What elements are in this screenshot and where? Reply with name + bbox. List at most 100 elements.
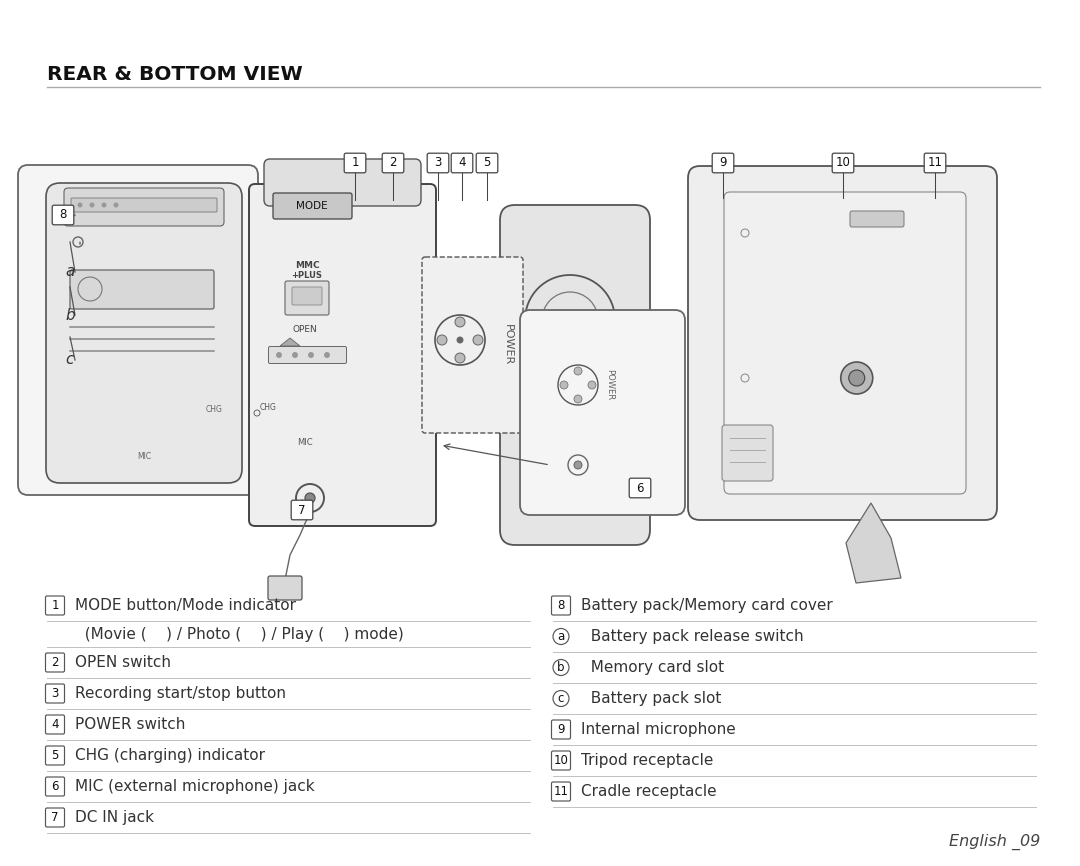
Text: 3: 3 bbox=[52, 687, 58, 700]
FancyBboxPatch shape bbox=[476, 153, 498, 173]
Text: Battery pack release switch: Battery pack release switch bbox=[581, 629, 804, 644]
Text: CHG: CHG bbox=[260, 403, 276, 412]
Text: 1: 1 bbox=[51, 599, 58, 612]
FancyBboxPatch shape bbox=[292, 287, 322, 305]
Text: REAR & BOTTOM VIEW: REAR & BOTTOM VIEW bbox=[48, 65, 302, 84]
FancyBboxPatch shape bbox=[724, 192, 966, 494]
Text: 8: 8 bbox=[557, 599, 565, 612]
FancyBboxPatch shape bbox=[850, 211, 904, 227]
Text: OPEN switch: OPEN switch bbox=[75, 655, 171, 670]
Polygon shape bbox=[280, 338, 300, 346]
Text: 4: 4 bbox=[458, 157, 465, 170]
FancyBboxPatch shape bbox=[249, 184, 436, 526]
FancyBboxPatch shape bbox=[292, 501, 313, 520]
Circle shape bbox=[473, 335, 483, 345]
Circle shape bbox=[455, 353, 465, 363]
Text: +PLUS: +PLUS bbox=[292, 272, 323, 281]
Text: 7: 7 bbox=[51, 811, 58, 824]
FancyBboxPatch shape bbox=[268, 576, 302, 600]
Text: 4: 4 bbox=[51, 718, 58, 731]
Text: POWER: POWER bbox=[605, 370, 615, 401]
Text: MODE: MODE bbox=[296, 201, 328, 211]
Text: MMC: MMC bbox=[295, 261, 320, 269]
Text: 2: 2 bbox=[389, 157, 396, 170]
FancyBboxPatch shape bbox=[45, 808, 65, 827]
FancyBboxPatch shape bbox=[451, 153, 473, 173]
FancyBboxPatch shape bbox=[45, 777, 65, 796]
Text: c: c bbox=[557, 692, 564, 705]
FancyBboxPatch shape bbox=[382, 153, 404, 173]
Text: MIC: MIC bbox=[137, 452, 151, 461]
Text: POWER: POWER bbox=[503, 325, 513, 365]
Text: 10: 10 bbox=[836, 157, 850, 170]
Text: Cradle receptacle: Cradle receptacle bbox=[581, 784, 717, 799]
Text: MIC (external microphone) jack: MIC (external microphone) jack bbox=[75, 779, 314, 794]
FancyBboxPatch shape bbox=[712, 153, 733, 173]
FancyBboxPatch shape bbox=[519, 310, 685, 515]
Circle shape bbox=[113, 203, 119, 208]
Text: 7: 7 bbox=[298, 503, 306, 516]
Circle shape bbox=[90, 203, 95, 208]
Text: MODE button/Mode indicator: MODE button/Mode indicator bbox=[75, 598, 296, 613]
FancyBboxPatch shape bbox=[264, 159, 421, 206]
Circle shape bbox=[78, 203, 82, 208]
Text: Battery pack/Memory card cover: Battery pack/Memory card cover bbox=[581, 598, 833, 613]
Text: b: b bbox=[557, 661, 565, 674]
Polygon shape bbox=[846, 503, 901, 583]
Text: 6: 6 bbox=[51, 780, 58, 793]
Text: 6: 6 bbox=[636, 481, 644, 494]
Text: 1: 1 bbox=[351, 157, 359, 170]
FancyBboxPatch shape bbox=[18, 165, 258, 495]
Text: 8: 8 bbox=[59, 209, 67, 222]
Text: CHG (charging) indicator: CHG (charging) indicator bbox=[75, 748, 265, 763]
Circle shape bbox=[305, 493, 315, 503]
Text: 9: 9 bbox=[719, 157, 727, 170]
Text: POWER switch: POWER switch bbox=[75, 717, 186, 732]
Text: Tripod receptacle: Tripod receptacle bbox=[581, 753, 714, 768]
Text: CHG: CHG bbox=[206, 405, 222, 414]
FancyBboxPatch shape bbox=[723, 425, 773, 481]
Circle shape bbox=[588, 381, 596, 389]
FancyBboxPatch shape bbox=[688, 166, 997, 520]
Text: Memory card slot: Memory card slot bbox=[581, 660, 724, 675]
FancyBboxPatch shape bbox=[500, 205, 650, 545]
Text: a: a bbox=[557, 630, 565, 643]
Circle shape bbox=[455, 317, 465, 327]
FancyBboxPatch shape bbox=[71, 198, 217, 212]
Circle shape bbox=[276, 352, 282, 358]
Circle shape bbox=[849, 370, 865, 386]
Circle shape bbox=[457, 337, 463, 343]
FancyBboxPatch shape bbox=[45, 596, 65, 615]
Text: 2: 2 bbox=[51, 656, 58, 669]
Text: Internal microphone: Internal microphone bbox=[581, 722, 735, 737]
Text: 5: 5 bbox=[484, 157, 490, 170]
Circle shape bbox=[573, 367, 582, 375]
Text: 5: 5 bbox=[52, 749, 58, 762]
Circle shape bbox=[437, 335, 447, 345]
Circle shape bbox=[102, 203, 107, 208]
Circle shape bbox=[324, 352, 330, 358]
Text: 11: 11 bbox=[928, 157, 943, 170]
FancyBboxPatch shape bbox=[273, 193, 352, 219]
FancyBboxPatch shape bbox=[552, 720, 570, 739]
FancyBboxPatch shape bbox=[428, 153, 449, 173]
FancyBboxPatch shape bbox=[45, 746, 65, 765]
Circle shape bbox=[573, 461, 582, 469]
FancyBboxPatch shape bbox=[45, 653, 65, 672]
Text: MIC: MIC bbox=[297, 438, 313, 447]
FancyBboxPatch shape bbox=[45, 684, 65, 703]
FancyBboxPatch shape bbox=[924, 153, 946, 173]
Text: English _09: English _09 bbox=[948, 834, 1040, 850]
FancyBboxPatch shape bbox=[64, 188, 224, 226]
Circle shape bbox=[561, 381, 568, 389]
FancyBboxPatch shape bbox=[46, 183, 242, 483]
Text: 3: 3 bbox=[434, 157, 442, 170]
FancyBboxPatch shape bbox=[422, 257, 523, 433]
Text: b: b bbox=[65, 307, 75, 322]
FancyBboxPatch shape bbox=[285, 281, 329, 315]
FancyBboxPatch shape bbox=[630, 478, 651, 498]
Text: Recording start/stop button: Recording start/stop button bbox=[75, 686, 286, 701]
Circle shape bbox=[573, 395, 582, 403]
FancyBboxPatch shape bbox=[70, 270, 214, 309]
Text: a: a bbox=[65, 264, 75, 280]
